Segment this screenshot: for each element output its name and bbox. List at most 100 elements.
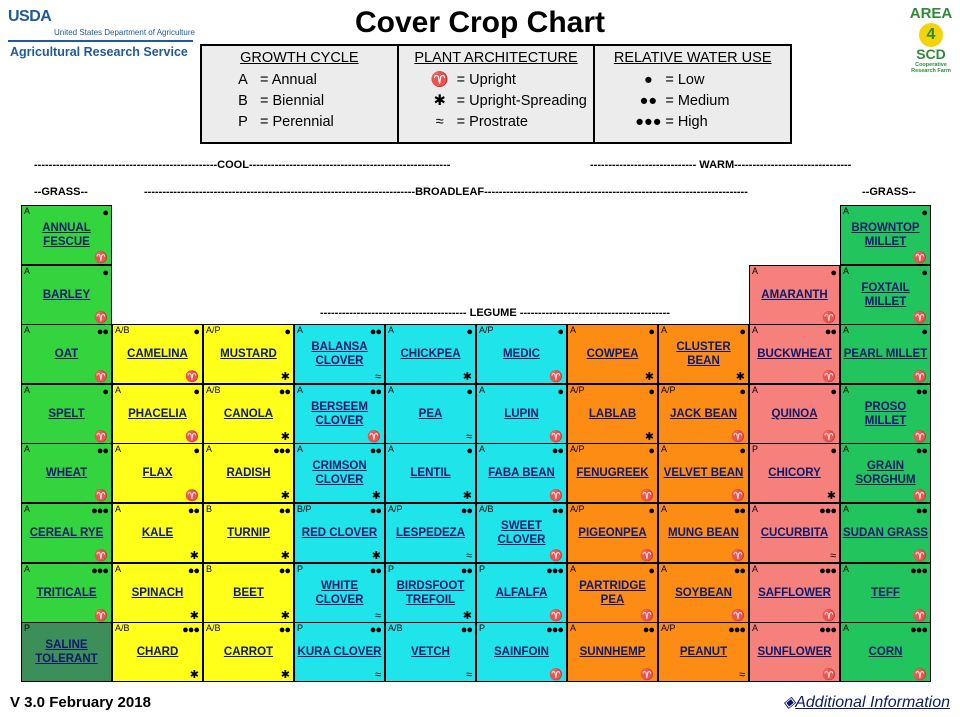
crop-cell[interactable]: A ●● WHEAT ♈ <box>21 443 112 504</box>
crop-link[interactable]: SUNFLOWER <box>757 646 832 659</box>
crop-link[interactable]: BERSEEM CLOVER <box>311 400 368 427</box>
crop-link[interactable]: VETCH <box>411 646 450 659</box>
crop-cell[interactable]: A ●● SOYBEAN ♈ <box>658 562 749 623</box>
crop-cell[interactable]: A ●● BUCKWHEAT ♈ <box>749 324 840 385</box>
crop-cell[interactable]: A/P ● JACK BEAN ♈ <box>658 383 749 444</box>
crop-link[interactable]: TEFF <box>871 586 900 599</box>
crop-cell[interactable]: A ●● MUNG BEAN ♈ <box>658 503 749 563</box>
crop-cell[interactable]: P ●●● ALFALFA ♈ <box>476 562 567 623</box>
crop-link[interactable]: AMARANTH <box>761 288 828 301</box>
crop-cell[interactable]: A ● SPELT ♈ <box>21 383 112 444</box>
crop-link[interactable]: CHARD <box>136 646 179 659</box>
crop-cell[interactable]: A ●● FABA BEAN ♈ <box>476 443 567 504</box>
crop-cell[interactable]: A ●● BALANSA CLOVER ≈ <box>294 324 385 385</box>
crop-cell[interactable]: A ● BARLEY ♈ <box>21 264 112 325</box>
crop-link[interactable]: PARTRIDGE PEA <box>579 579 646 606</box>
crop-link[interactable]: BARLEY <box>42 288 91 301</box>
crop-link[interactable]: TRITICALE <box>36 586 97 599</box>
crop-cell[interactable]: P ●●● SAINFOIN ♈ <box>476 622 567 683</box>
crop-cell[interactable]: A/P ● LABLAB ✱ <box>567 383 658 444</box>
crop-link[interactable]: OAT <box>54 348 79 361</box>
crop-link[interactable]: WHEAT <box>45 467 88 480</box>
crop-link[interactable]: MUNG BEAN <box>668 527 739 539</box>
crop-cell[interactable]: A ● FLAX ♈ <box>112 443 203 504</box>
crop-link[interactable]: PEARL MILLET <box>843 348 928 361</box>
crop-link[interactable]: WHITE CLOVER <box>315 579 364 606</box>
crop-cell[interactable]: A ●●● CORN ♈ <box>840 622 931 683</box>
crop-link[interactable]: FABA BEAN <box>488 467 555 480</box>
crop-link[interactable]: GRAIN SORGHUM <box>855 460 916 487</box>
crop-cell[interactable]: A ●● SUDAN GRASS ♈ <box>840 503 931 563</box>
crop-cell[interactable]: A ●● GRAIN SORGHUM ♈ <box>840 443 931 504</box>
crop-cell[interactable]: A ● PARTRIDGE PEA ♈ <box>567 562 658 623</box>
crop-link[interactable]: PEA <box>418 407 443 420</box>
crop-cell[interactable]: A ●● OAT ♈ <box>21 324 112 385</box>
crop-link[interactable]: LABLAB <box>588 407 637 420</box>
crop-cell[interactable]: A ●●● TEFF ♈ <box>840 562 931 623</box>
crop-cell[interactable]: A ●● KALE ✱ <box>112 503 203 563</box>
crop-link[interactable]: SALINE TOLERANT <box>35 639 98 666</box>
crop-link[interactable]: BALANSA CLOVER <box>311 341 368 368</box>
crop-cell[interactable]: A ● VELVET BEAN ♈ <box>658 443 749 504</box>
crop-link[interactable]: LENTIL <box>410 467 451 480</box>
crop-link[interactable]: RADISH <box>226 467 271 480</box>
crop-link[interactable]: LESPEDEZA <box>395 527 465 539</box>
crop-cell[interactable]: A ● COWPEA ✱ <box>567 324 658 385</box>
crop-link[interactable]: MUSTARD <box>220 348 277 361</box>
crop-link[interactable]: SOYBEAN <box>675 586 732 599</box>
crop-cell[interactable]: A ● ANNUAL FESCUE ♈ <box>21 205 112 265</box>
crop-link[interactable]: CHICKPEA <box>400 348 461 361</box>
crop-cell[interactable]: A ● CLUSTER BEAN ✱ <box>658 324 749 385</box>
crop-link[interactable]: SUNNHEMP <box>579 646 646 659</box>
crop-cell[interactable]: A/B ●● SWEET CLOVER ♈ <box>476 503 567 563</box>
crop-cell[interactable]: A ●● CRIMSON CLOVER ✱ <box>294 443 385 504</box>
crop-link[interactable]: FLAX <box>142 467 173 480</box>
crop-link[interactable]: COWPEA <box>586 348 639 361</box>
crop-link[interactable]: SAFFLOWER <box>758 586 831 599</box>
crop-cell[interactable]: A/P ● FENUGREEK ♈ <box>567 443 658 504</box>
crop-link[interactable]: CLUSTER BEAN <box>676 341 731 368</box>
crop-cell[interactable]: A ●● BERSEEM CLOVER ♈ <box>294 383 385 444</box>
crop-cell[interactable]: A/B ● CAMELINA ♈ <box>112 324 203 385</box>
crop-link[interactable]: SAINFOIN <box>494 646 549 659</box>
crop-link[interactable]: PIGEONPEA <box>578 527 647 539</box>
crop-link[interactable]: CARROT <box>223 646 274 659</box>
additional-info-link[interactable]: ◈Additional Information <box>782 694 950 711</box>
crop-link[interactable]: CEREAL RYE <box>29 527 104 539</box>
crop-link[interactable]: CRIMSON CLOVER <box>312 460 367 487</box>
crop-cell[interactable]: A ● BROWNTOP MILLET ♈ <box>840 205 931 265</box>
crop-link[interactable]: PROSO MILLET <box>864 400 907 427</box>
crop-link[interactable]: CUCURBITA <box>760 527 829 539</box>
crop-cell[interactable]: A ● AMARANTH ♈ <box>749 264 840 325</box>
crop-cell[interactable]: A ●●● SAFFLOWER ♈ <box>749 562 840 623</box>
crop-cell[interactable]: P ●● WHITE CLOVER ≈ <box>294 562 385 623</box>
crop-cell[interactable]: P ●● KURA CLOVER ≈ <box>294 622 385 683</box>
crop-link[interactable]: BROWNTOP MILLET <box>851 222 920 248</box>
crop-cell[interactable]: P ● CHICORY ✱ <box>749 443 840 504</box>
crop-cell[interactable]: A/P ● MUSTARD ✱ <box>203 324 294 385</box>
crop-cell[interactable]: P ●● BIRDSFOOT TREFOIL ✱ <box>385 562 476 623</box>
crop-cell[interactable]: A/B ●●● CHARD ✱ <box>112 622 203 683</box>
crop-cell[interactable]: A/P ● MEDIC ♈ <box>476 324 567 385</box>
crop-cell[interactable]: A ●●● SUNFLOWER ♈ <box>749 622 840 683</box>
crop-cell[interactable]: A/P ●●● PEANUT ≈ <box>658 622 749 683</box>
crop-link[interactable]: CORN <box>868 646 903 659</box>
crop-link[interactable]: RED CLOVER <box>301 527 378 539</box>
crop-cell[interactable]: P SALINE TOLERANT <box>21 622 112 683</box>
crop-cell[interactable]: A ●●● TRITICALE ♈ <box>21 562 112 623</box>
crop-link[interactable]: SWEET CLOVER <box>497 520 546 546</box>
crop-link[interactable]: ALFALFA <box>495 586 548 599</box>
crop-link[interactable]: ANNUAL FESCUE <box>42 222 91 248</box>
crop-cell[interactable]: B/P ●● RED CLOVER ✱ <box>294 503 385 563</box>
crop-cell[interactable]: A/B ●● CANOLA ✱ <box>203 383 294 444</box>
crop-cell[interactable]: A ● PEARL MILLET ♈ <box>840 324 931 385</box>
crop-link[interactable]: CHICORY <box>768 467 821 480</box>
crop-link[interactable]: QUINOA <box>771 407 818 420</box>
crop-cell[interactable]: A ● FOXTAIL MILLET ♈ <box>840 264 931 325</box>
crop-link[interactable]: LUPIN <box>504 407 539 420</box>
crop-cell[interactable]: A ● PHACELIA ♈ <box>112 383 203 444</box>
crop-link[interactable]: CAMELINA <box>127 348 188 361</box>
crop-link[interactable]: BIRDSFOOT TREFOIL <box>396 579 465 606</box>
crop-cell[interactable]: A/B ●● CARROT ✱ <box>203 622 294 683</box>
crop-cell[interactable]: A ●● SPINACH ✱ <box>112 562 203 623</box>
